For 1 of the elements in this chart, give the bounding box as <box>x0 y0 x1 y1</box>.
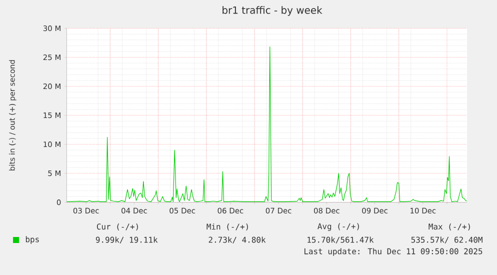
chart-title: br1 traffic - by week <box>222 6 322 16</box>
